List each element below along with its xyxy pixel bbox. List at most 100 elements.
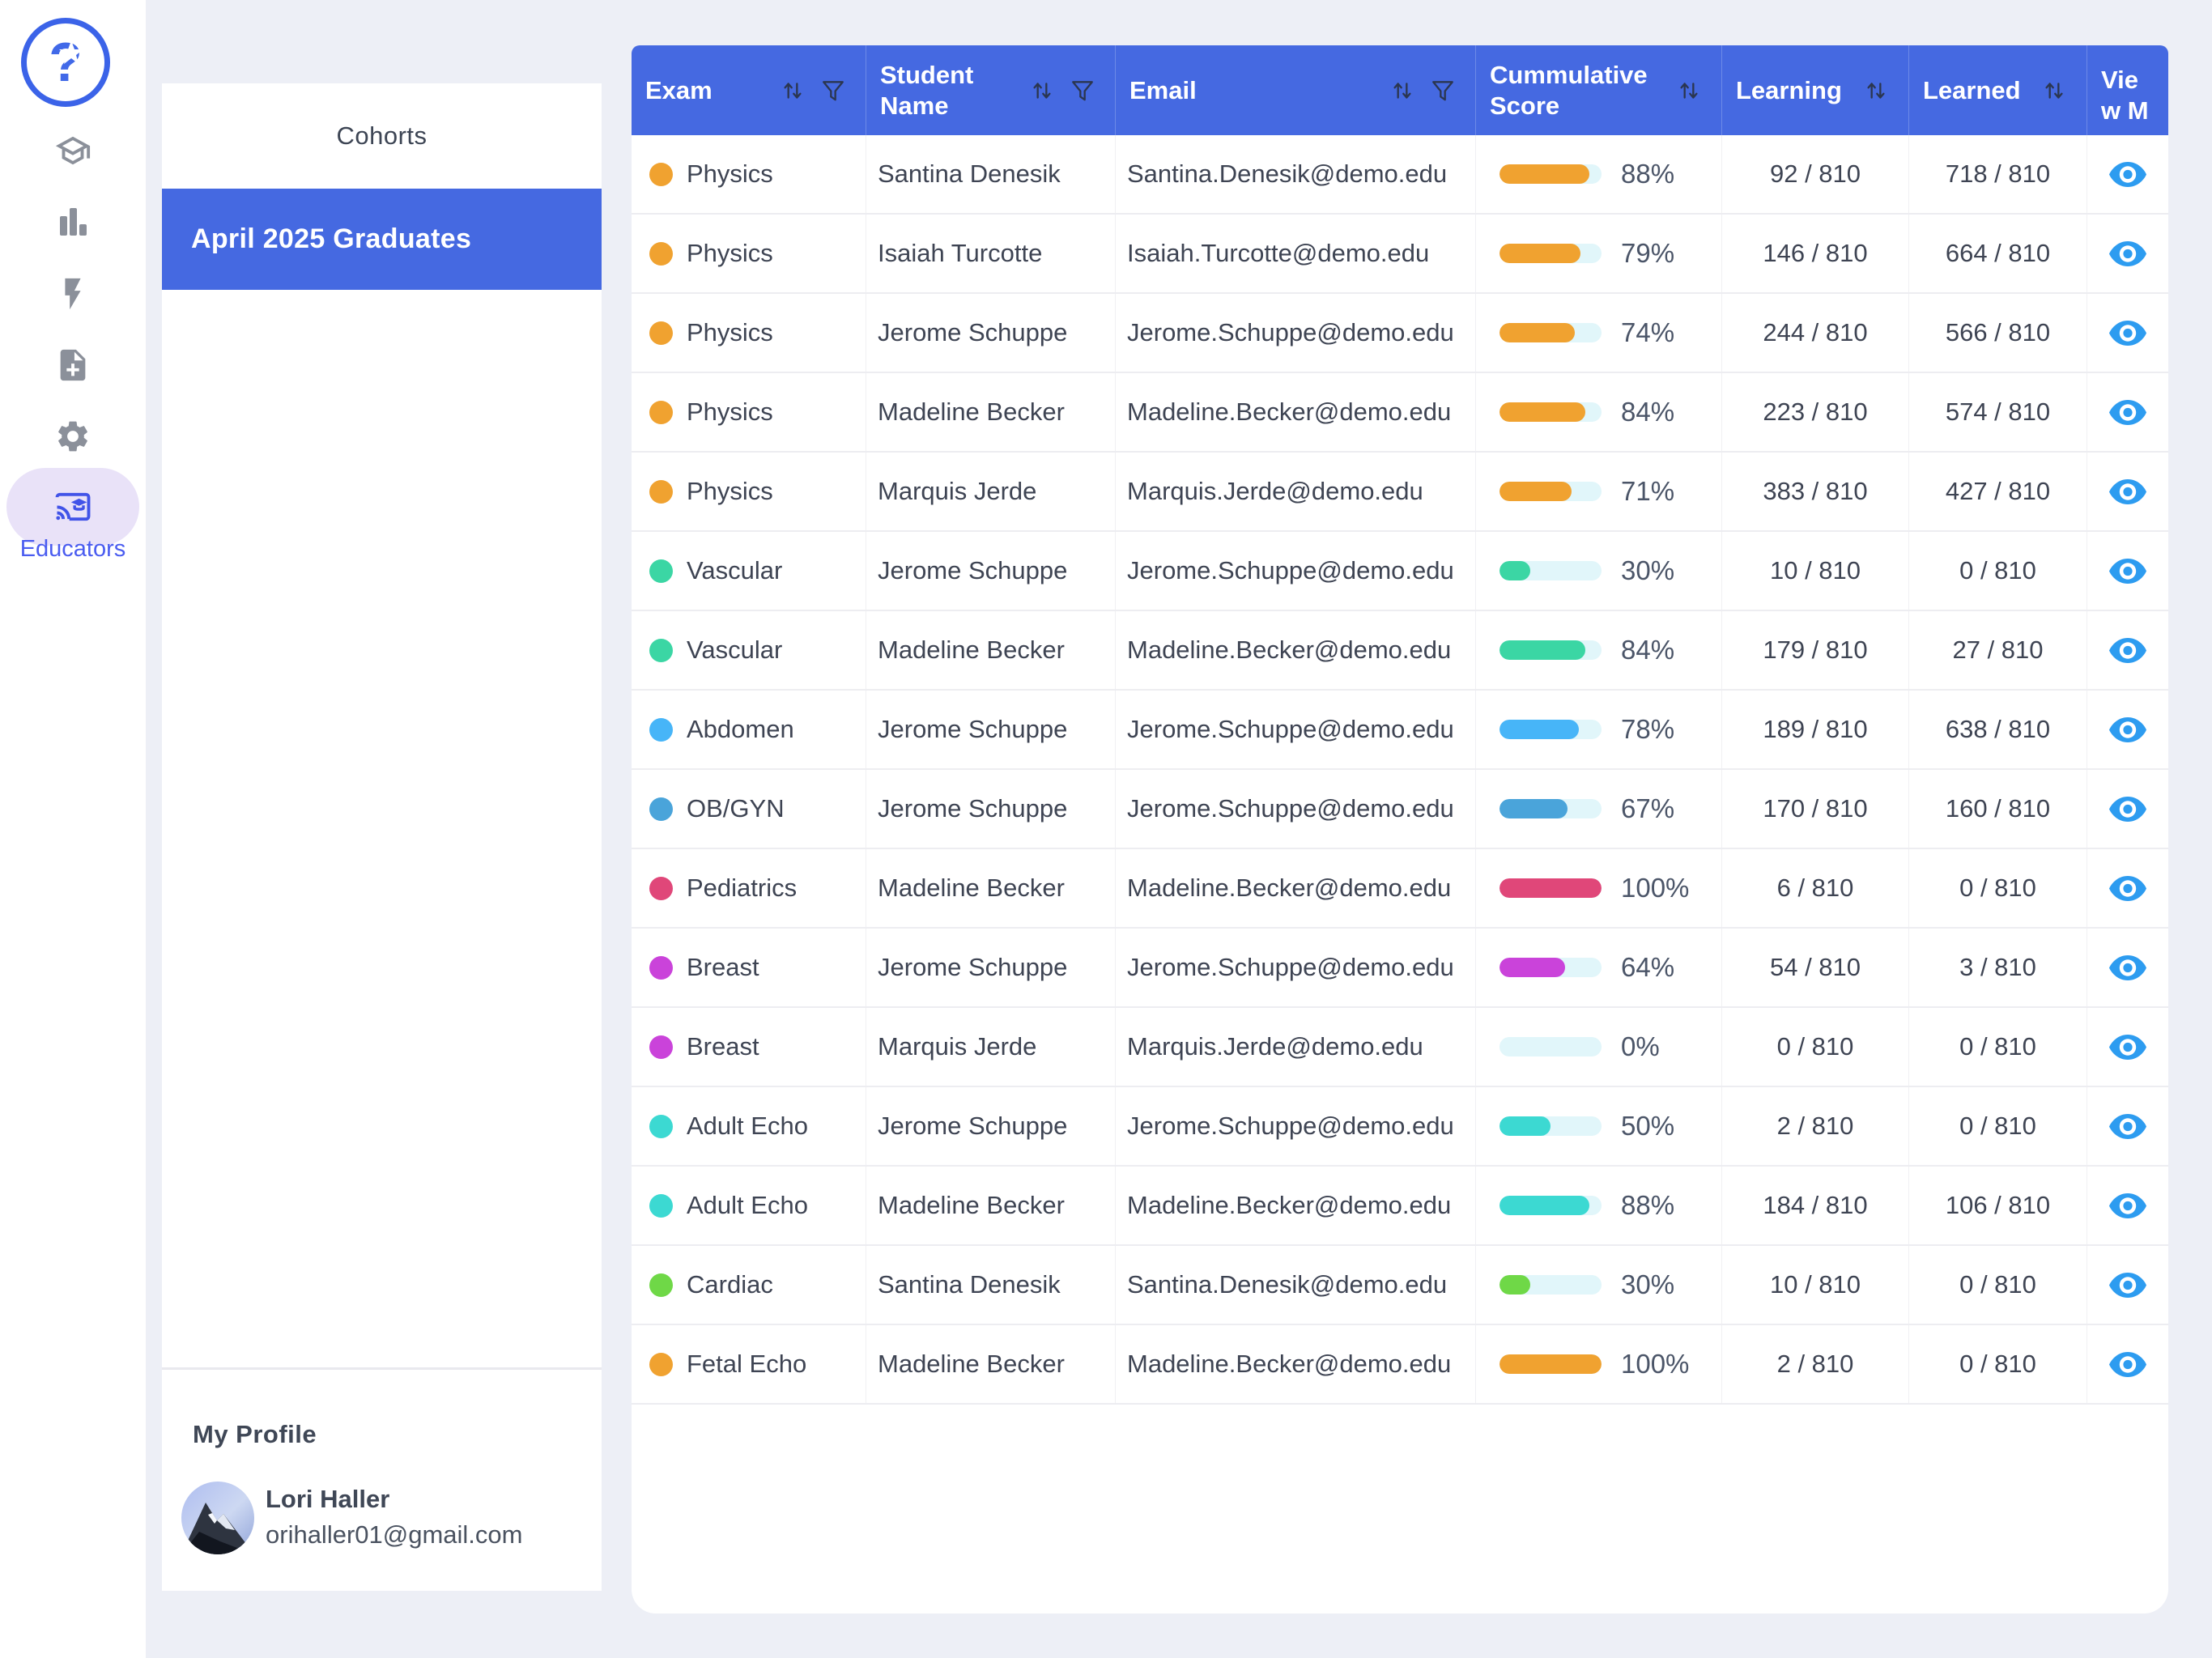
sidebar-item-quick-actions[interactable] bbox=[0, 275, 146, 312]
exam-label: Physics bbox=[687, 397, 773, 426]
view-more-eye-icon[interactable] bbox=[2108, 478, 2147, 506]
view-more-cell[interactable] bbox=[2087, 929, 2168, 1006]
view-more-eye-icon[interactable] bbox=[2108, 160, 2147, 189]
view-more-eye-icon[interactable] bbox=[2108, 319, 2147, 347]
cohort-item-selected[interactable]: April 2025 Graduates bbox=[162, 189, 602, 290]
score-progress-fill bbox=[1499, 561, 1530, 580]
cohort-list-empty-space bbox=[162, 290, 602, 1367]
sort-icon[interactable] bbox=[1863, 78, 1889, 104]
exam-label: Physics bbox=[687, 318, 773, 346]
column-header-email[interactable]: Email bbox=[1116, 45, 1476, 135]
score-percent: 30% bbox=[1621, 555, 1675, 585]
score-progress-bar bbox=[1499, 720, 1602, 739]
learning-value: 54 / 810 bbox=[1769, 953, 1861, 981]
learned-value: 0 / 810 bbox=[1959, 1112, 2036, 1140]
exam-cell: Pediatrics bbox=[632, 849, 866, 927]
exam-label: Physics bbox=[687, 239, 773, 267]
column-header-label: View More bbox=[2101, 66, 2149, 135]
student-name-cell: Madeline Becker bbox=[866, 849, 1116, 927]
graduation-cap-icon bbox=[55, 136, 91, 165]
email-cell: Marquis.Jerde@demo.edu bbox=[1116, 453, 1476, 530]
view-more-eye-icon[interactable] bbox=[2108, 557, 2147, 585]
view-more-cell[interactable] bbox=[2087, 1167, 2168, 1244]
column-header-exam[interactable]: Exam bbox=[632, 45, 866, 135]
score-progress-fill bbox=[1499, 799, 1568, 818]
sidebar-item-educators-label[interactable]: Educators bbox=[19, 536, 126, 562]
column-header-learned[interactable]: Learned bbox=[1909, 45, 2087, 135]
score-percent: 84% bbox=[1621, 397, 1675, 427]
view-more-cell[interactable] bbox=[2087, 691, 2168, 768]
filter-icon[interactable] bbox=[1070, 78, 1095, 104]
score-progress-bar bbox=[1499, 799, 1602, 818]
table-row: Vascular Jerome Schuppe Jerome.Schuppe@dem… bbox=[632, 532, 2168, 611]
student-email: Jerome.Schuppe@demo.edu bbox=[1127, 953, 1454, 981]
cumulative-score-cell: 88% bbox=[1476, 1167, 1722, 1244]
learned-cell: 638 / 810 bbox=[1909, 691, 2087, 768]
student-email: Santina.Denesik@demo.edu bbox=[1127, 159, 1448, 188]
view-more-eye-icon[interactable] bbox=[2108, 1350, 2147, 1379]
learned-cell: 3 / 810 bbox=[1909, 929, 2087, 1006]
exam-color-dot-icon bbox=[649, 321, 673, 345]
view-more-eye-icon[interactable] bbox=[2108, 1112, 2147, 1141]
sidebar-item-courses[interactable] bbox=[0, 132, 146, 169]
view-more-cell[interactable] bbox=[2087, 453, 2168, 530]
score-progress-bar bbox=[1499, 323, 1602, 342]
view-more-eye-icon[interactable] bbox=[2108, 1033, 2147, 1061]
view-more-eye-icon[interactable] bbox=[2108, 1192, 2147, 1220]
sort-icon[interactable] bbox=[780, 78, 806, 104]
view-more-eye-icon[interactable] bbox=[2108, 954, 2147, 982]
sort-icon[interactable] bbox=[1676, 78, 1702, 104]
view-more-cell[interactable] bbox=[2087, 849, 2168, 927]
view-more-cell[interactable] bbox=[2087, 1325, 2168, 1403]
sort-icon[interactable] bbox=[1389, 78, 1415, 104]
student-name-cell: Santina Denesik bbox=[866, 1246, 1116, 1324]
student-name-cell: Jerome Schuppe bbox=[866, 532, 1116, 610]
sort-icon[interactable] bbox=[2041, 78, 2067, 104]
filter-icon[interactable] bbox=[820, 78, 846, 104]
app-logo[interactable]: ? bbox=[21, 18, 110, 107]
cumulative-score-cell: 100% bbox=[1476, 1325, 1722, 1403]
view-more-cell[interactable] bbox=[2087, 1087, 2168, 1165]
column-header-learning[interactable]: Learning bbox=[1722, 45, 1909, 135]
view-more-cell[interactable] bbox=[2087, 1008, 2168, 1086]
view-more-cell[interactable] bbox=[2087, 373, 2168, 451]
sidebar-item-settings[interactable] bbox=[0, 418, 146, 455]
sort-icon[interactable] bbox=[1029, 78, 1055, 104]
view-more-eye-icon[interactable] bbox=[2108, 240, 2147, 268]
student-name-cell: Jerome Schuppe bbox=[866, 1087, 1116, 1165]
exam-color-dot-icon bbox=[649, 1114, 673, 1138]
view-more-cell[interactable] bbox=[2087, 1246, 2168, 1324]
view-more-eye-icon[interactable] bbox=[2108, 874, 2147, 903]
view-more-cell[interactable] bbox=[2087, 770, 2168, 848]
column-header-student[interactable]: Student Name bbox=[866, 45, 1116, 135]
cumulative-score-cell: 78% bbox=[1476, 691, 1722, 768]
cast-education-icon bbox=[55, 492, 91, 521]
view-more-cell[interactable] bbox=[2087, 215, 2168, 292]
avatar[interactable] bbox=[181, 1482, 254, 1554]
view-more-eye-icon[interactable] bbox=[2108, 636, 2147, 665]
view-more-eye-icon[interactable] bbox=[2108, 795, 2147, 823]
filter-icon[interactable] bbox=[1430, 78, 1456, 104]
sidebar-item-analytics[interactable] bbox=[0, 203, 146, 240]
exam-color-dot-icon bbox=[649, 797, 673, 821]
column-header-score[interactable]: Cummulative Score bbox=[1476, 45, 1722, 135]
sidebar-item-new-document[interactable] bbox=[0, 346, 146, 384]
student-email: Madeline.Becker@demo.edu bbox=[1127, 397, 1452, 426]
view-more-eye-icon[interactable] bbox=[2108, 398, 2147, 427]
view-more-cell[interactable] bbox=[2087, 294, 2168, 372]
learning-cell: 184 / 810 bbox=[1722, 1167, 1909, 1244]
email-cell: Jerome.Schuppe@demo.edu bbox=[1116, 532, 1476, 610]
exam-label: Breast bbox=[687, 1032, 759, 1061]
table-row: Vascular Madeline Becker Madeline.Becker@d… bbox=[632, 611, 2168, 691]
learning-cell: 244 / 810 bbox=[1722, 294, 1909, 372]
score-percent: 78% bbox=[1621, 714, 1675, 744]
exam-cell: Breast bbox=[632, 1008, 866, 1086]
view-more-cell[interactable] bbox=[2087, 611, 2168, 689]
view-more-eye-icon[interactable] bbox=[2108, 1271, 2147, 1299]
learning-value: 10 / 810 bbox=[1769, 1270, 1861, 1299]
view-more-cell[interactable] bbox=[2087, 135, 2168, 213]
sidebar-item-educators[interactable] bbox=[6, 468, 139, 546]
view-more-cell[interactable] bbox=[2087, 532, 2168, 610]
learning-value: 146 / 810 bbox=[1763, 239, 1868, 267]
view-more-eye-icon[interactable] bbox=[2108, 716, 2147, 744]
